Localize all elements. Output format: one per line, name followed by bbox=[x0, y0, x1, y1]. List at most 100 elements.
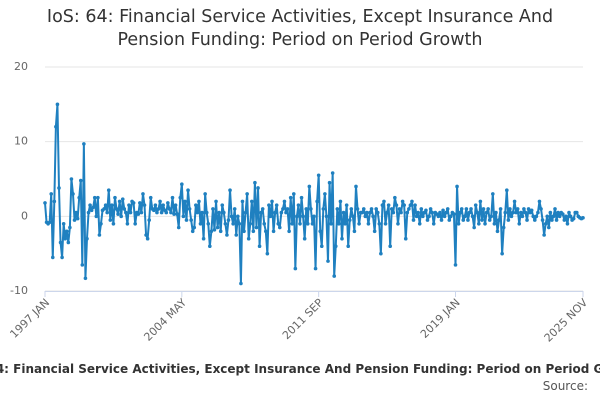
data-point bbox=[75, 216, 80, 221]
data-point bbox=[405, 210, 410, 215]
data-point bbox=[478, 199, 483, 204]
data-point bbox=[396, 222, 400, 226]
data-point bbox=[323, 192, 327, 196]
data-point bbox=[344, 203, 349, 207]
data-point bbox=[309, 207, 313, 211]
data-point bbox=[222, 210, 226, 215]
data-point bbox=[114, 207, 119, 211]
data-point bbox=[379, 251, 383, 256]
data-point bbox=[531, 214, 536, 219]
data-point bbox=[228, 188, 232, 192]
data-point bbox=[477, 222, 481, 226]
data-point bbox=[50, 255, 55, 260]
data-point bbox=[310, 222, 315, 226]
data-point bbox=[92, 195, 97, 200]
data-point bbox=[307, 184, 312, 189]
data-point bbox=[89, 208, 94, 213]
data-point bbox=[243, 210, 248, 215]
data-point bbox=[491, 192, 495, 196]
data-point bbox=[355, 207, 360, 211]
data-point bbox=[483, 222, 487, 226]
data-point bbox=[400, 199, 405, 204]
data-point bbox=[372, 229, 377, 234]
data-point bbox=[267, 203, 271, 207]
data-point bbox=[556, 210, 560, 215]
data-point bbox=[208, 244, 212, 248]
data-point bbox=[290, 222, 295, 226]
data-point bbox=[80, 263, 85, 267]
data-point bbox=[119, 214, 123, 219]
data-point bbox=[211, 207, 215, 211]
data-point bbox=[139, 210, 144, 215]
data-point bbox=[77, 195, 82, 200]
data-point bbox=[122, 207, 127, 211]
data-point bbox=[419, 207, 424, 211]
data-point bbox=[536, 210, 540, 215]
data-point bbox=[190, 229, 195, 234]
data-point bbox=[441, 208, 445, 213]
data-point bbox=[554, 218, 559, 222]
data-point bbox=[203, 192, 207, 196]
data-point bbox=[265, 251, 270, 256]
data-point bbox=[469, 207, 473, 211]
data-point bbox=[505, 188, 509, 192]
data-point bbox=[186, 188, 190, 192]
data-point bbox=[571, 216, 576, 221]
data-point bbox=[340, 236, 344, 241]
data-point bbox=[425, 218, 430, 222]
data-point bbox=[232, 207, 237, 211]
data-point bbox=[201, 236, 206, 241]
data-point bbox=[447, 218, 452, 222]
data-point bbox=[417, 222, 422, 226]
data-point bbox=[170, 195, 175, 200]
data-point bbox=[343, 222, 347, 226]
data-point bbox=[574, 210, 579, 215]
data-point bbox=[329, 222, 333, 226]
data-point bbox=[236, 214, 240, 219]
data-point bbox=[54, 124, 58, 129]
data-point bbox=[464, 207, 469, 211]
data-point bbox=[438, 210, 442, 215]
data-point bbox=[240, 199, 245, 204]
data-point bbox=[234, 233, 239, 237]
data-point bbox=[212, 227, 217, 232]
data-point bbox=[214, 199, 218, 204]
source: Source: bbox=[542, 379, 588, 393]
data-point bbox=[534, 214, 539, 219]
data-point bbox=[403, 236, 408, 241]
data-point bbox=[416, 210, 420, 215]
data-point bbox=[537, 199, 542, 204]
data-point bbox=[467, 210, 472, 215]
data-point bbox=[501, 225, 506, 230]
data-point bbox=[560, 212, 565, 216]
data-point bbox=[380, 203, 385, 207]
data-point bbox=[158, 199, 162, 204]
data-point bbox=[540, 218, 545, 222]
data-point bbox=[397, 207, 402, 211]
data-point bbox=[117, 199, 122, 204]
data-point bbox=[439, 218, 444, 222]
data-point bbox=[111, 222, 116, 226]
y-tick-label: 20 bbox=[14, 60, 28, 73]
data-point bbox=[83, 276, 88, 281]
data-point bbox=[116, 212, 120, 216]
data-point bbox=[489, 214, 494, 219]
data-point bbox=[517, 222, 522, 226]
data-point bbox=[102, 207, 106, 211]
data-point bbox=[287, 229, 291, 234]
data-point bbox=[206, 222, 211, 226]
data-point bbox=[192, 225, 197, 230]
data-point bbox=[402, 203, 406, 207]
data-point bbox=[430, 210, 434, 215]
data-point bbox=[445, 207, 450, 211]
data-point bbox=[110, 203, 114, 207]
data-point bbox=[481, 207, 486, 211]
data-point bbox=[557, 214, 562, 219]
data-point bbox=[279, 210, 284, 215]
data-point bbox=[229, 214, 234, 219]
data-point bbox=[519, 210, 523, 215]
data-point bbox=[546, 225, 551, 230]
data-point bbox=[131, 201, 136, 205]
data-point bbox=[180, 182, 184, 187]
data-point bbox=[424, 208, 428, 213]
